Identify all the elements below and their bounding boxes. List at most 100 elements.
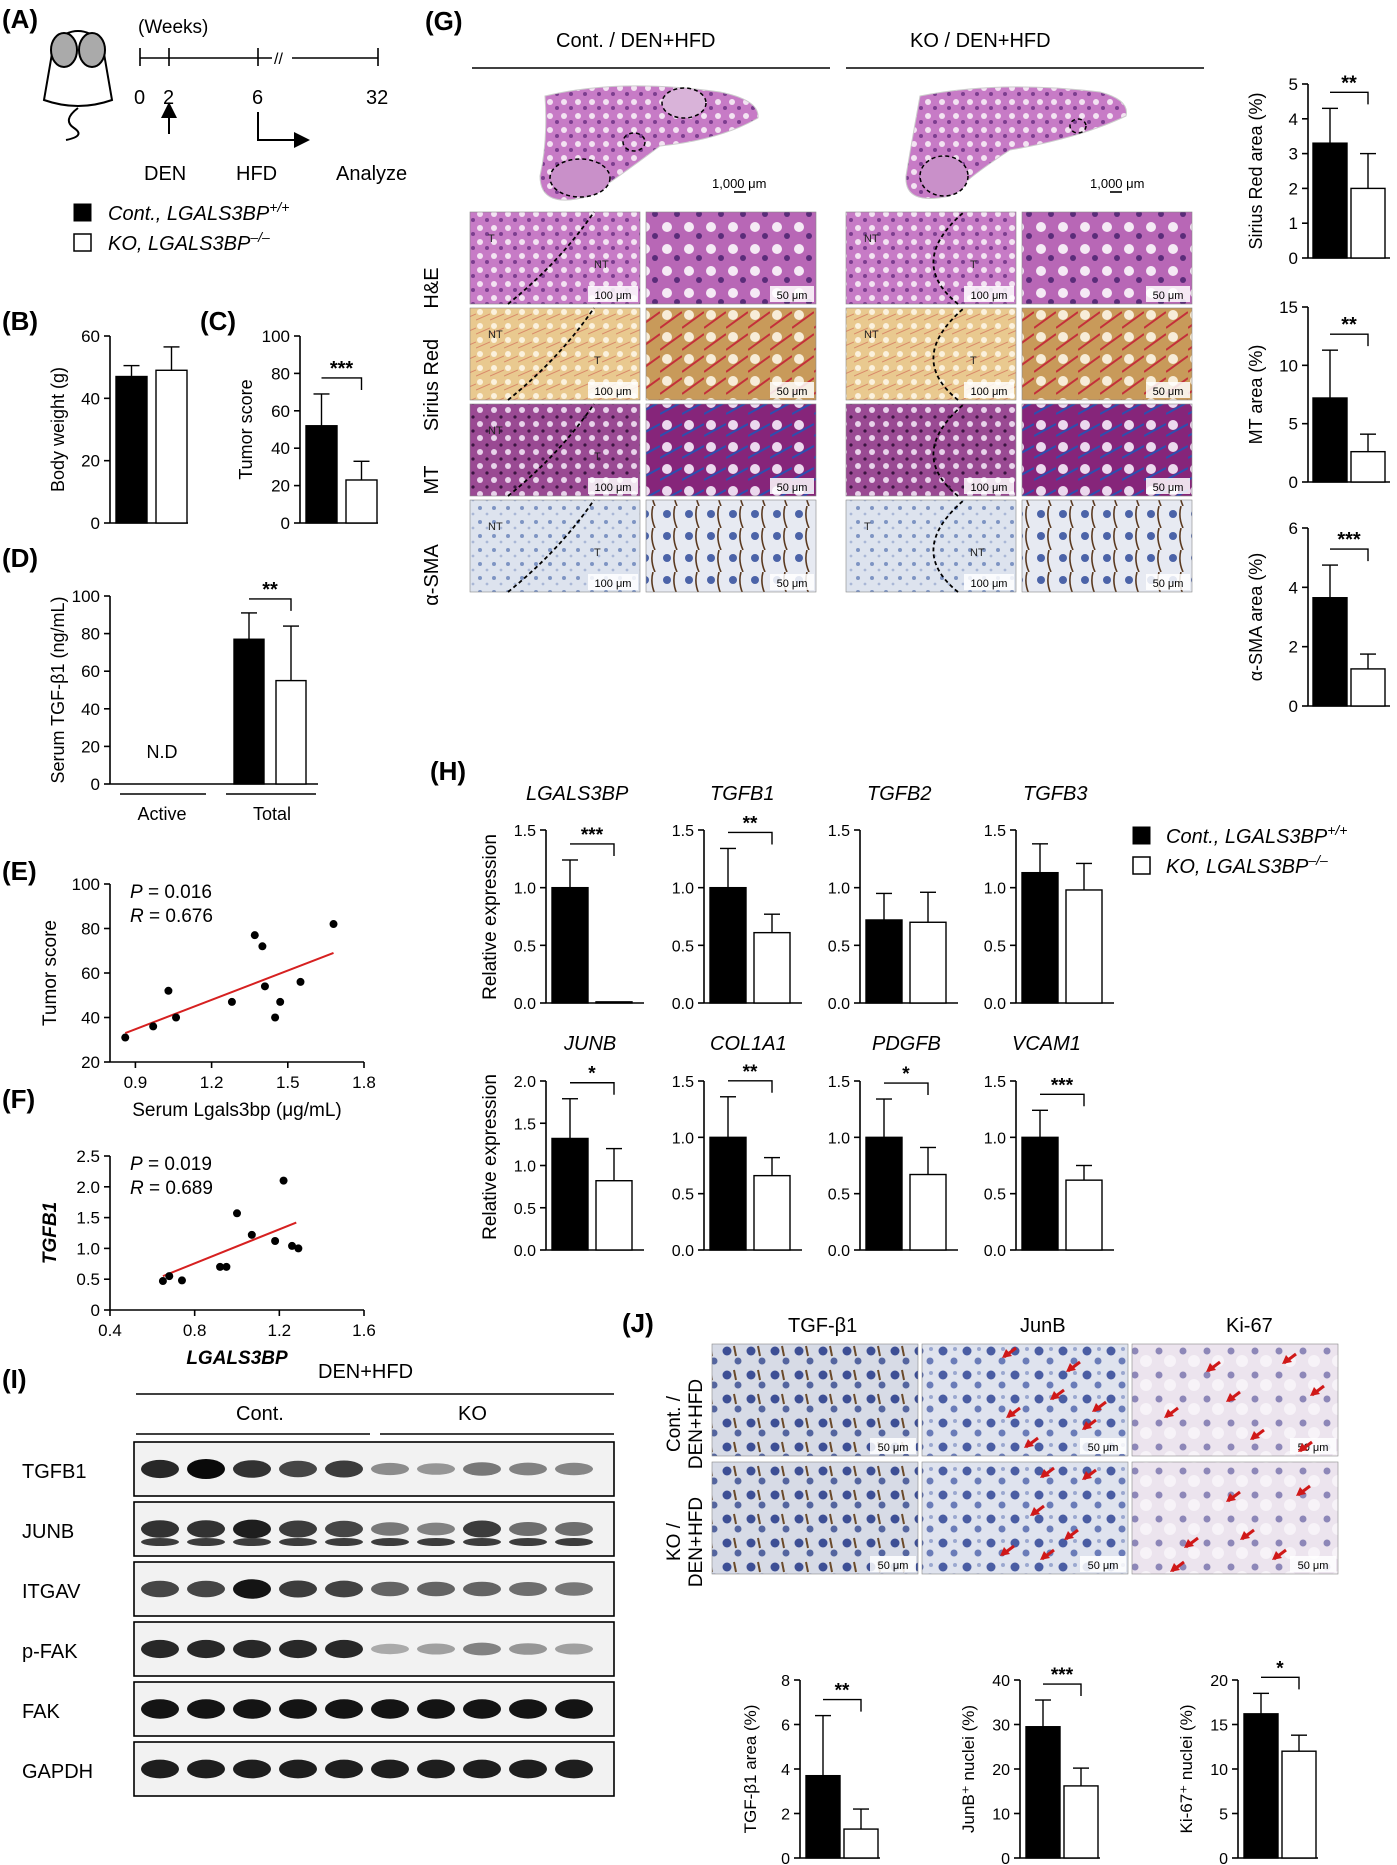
x-tick-label: 1.2: [200, 1073, 224, 1092]
scale-box: [870, 1438, 916, 1454]
x-tick-label: 0.9: [124, 1073, 148, 1092]
y-tick-label: 10: [1279, 356, 1298, 375]
y-tick-label: 0.0: [984, 996, 1006, 1013]
blot-band: [417, 1699, 455, 1719]
y-tick-label: 60: [81, 662, 100, 681]
positive-cell-arrowhead: [1000, 1547, 1010, 1556]
micrograph-mt-ko-zoom: 50 μm: [1021, 403, 1193, 497]
blot-band: [417, 1538, 455, 1546]
y-axis-label: TGFB1: [40, 1202, 61, 1264]
blot-band: [463, 1642, 501, 1656]
scale-label-100: 100 μm: [971, 290, 1008, 302]
y-tick-label: 1.5: [514, 1116, 536, 1133]
significance-bracket: [1040, 1093, 1085, 1107]
blot-band: [233, 1460, 271, 1478]
y-tick-label: 0.0: [828, 1243, 850, 1260]
chart-j2: 0 10 20 30 40 *** JunB⁺ nuclei (%): [959, 1665, 1100, 1865]
y-tick-label: 80: [271, 364, 290, 383]
legend-swatch-ko: [73, 233, 92, 252]
region-label: NT: [488, 425, 503, 437]
significance-bracket: [1043, 1683, 1082, 1697]
y-tick-label: 0.5: [76, 1270, 100, 1289]
significance-label: ***: [1337, 529, 1361, 551]
bar-ko: [1063, 1785, 1099, 1859]
blot-rows: TGFB1 JUNB ITGAV p-FAK FAK GAPDH: [22, 1441, 615, 1797]
y-tick-label: 1.5: [828, 1074, 850, 1091]
blot-band: [233, 1759, 271, 1779]
tumor-boundary: [507, 211, 595, 305]
blot-band: [325, 1639, 363, 1659]
y-tick-label: 15: [1210, 1718, 1228, 1735]
scale-box: [588, 574, 638, 590]
tumor-outline-cont-2: [549, 158, 611, 198]
bar-ko: [1350, 668, 1386, 707]
scale-label-50: 50 μm: [878, 1560, 909, 1572]
scale-label-50: 50 μm: [1298, 1560, 1329, 1572]
y-tick-label: 0.0: [828, 996, 850, 1013]
micrograph-he-ko-zoom: 50 μm: [1021, 211, 1193, 305]
scatter-point: [164, 986, 173, 995]
timeline-unit: (Weeks): [138, 17, 208, 38]
chart-h1: 0.0 0.5 1.0 1.5 ***: [514, 823, 644, 1013]
bar-ko: [595, 1180, 633, 1251]
blot-band: [325, 1699, 363, 1719]
scatter-point: [222, 1262, 231, 1271]
positive-cell-arrowhead: [1064, 1531, 1074, 1540]
micrograph-asma-ko-zoom: 50 μm: [1021, 499, 1193, 593]
blot-band: [463, 1759, 501, 1779]
blot-row-p-fak: p-FAK: [22, 1621, 615, 1677]
blot-band: [509, 1759, 547, 1779]
scale-label-50: 50 μm: [1298, 1442, 1329, 1454]
blot-row-gapdh: GAPDH: [22, 1741, 615, 1797]
micrograph-sirius-cont-low: NT T 100 μm: [469, 307, 641, 401]
bar-ko: [155, 369, 188, 524]
y-axis-label: Ki-67⁺ nuclei (%): [1177, 1705, 1196, 1834]
gene-title-pdgfb: PDGFB: [872, 1033, 941, 1055]
category-label-total: Total: [253, 804, 291, 824]
blot-band: [371, 1522, 409, 1536]
stain-label-sirius: Sirius Red: [421, 339, 443, 431]
panel-g-micrographs: T NT 100 μm 50 μm NT T 100 μm 50 μm NT T 100 μm 50 …: [469, 211, 1193, 593]
bar-ko: [1281, 1750, 1317, 1859]
panel-g-header: Cont. / DEN+HFD KO / DEN+HFD 1,000 μm 1,…: [472, 30, 1204, 201]
y-tick-label: 2.0: [76, 1178, 100, 1197]
significance-bracket: [823, 1698, 862, 1712]
panel-label-c: (C): [200, 306, 236, 336]
chart-g2: 0 5 10 15 ** MT area (%): [1246, 298, 1390, 492]
y-tick-label: 4: [1289, 578, 1298, 597]
positive-cell-arrowhead: [1050, 1391, 1060, 1400]
significance-bracket: [249, 598, 292, 611]
positive-cell-arrowhead: [1226, 1493, 1236, 1502]
chart-j3: 0 5 10 15 20 * Ki-67⁺ nuclei (%): [1177, 1658, 1318, 1865]
stain-label-he: H&E: [421, 267, 443, 308]
blot-band: [555, 1699, 593, 1719]
scatter-point: [165, 1272, 174, 1281]
protein-label: p-FAK: [22, 1641, 78, 1663]
significance-label: ***: [1051, 1075, 1074, 1096]
bar-ko: [753, 931, 791, 1004]
panel-label-e: (E): [2, 856, 37, 886]
blot-band: [417, 1759, 455, 1779]
y-tick-label: 40: [81, 389, 100, 408]
bar-cont: [805, 1774, 841, 1859]
gene-title-tgfb1: TGFB1: [710, 783, 774, 805]
scatter-point: [296, 977, 305, 986]
significance-label: ***: [581, 825, 604, 846]
blot-band: [187, 1699, 225, 1719]
blot-band: [555, 1643, 593, 1655]
blot-band: [325, 1460, 363, 1478]
significance-label: *: [588, 1064, 596, 1085]
y-tick-label: 0: [281, 514, 290, 533]
chart-e: 20 40 60 80 100 0.9 1.2 1.5 1.8 P = 0.016 R = 0.67…: [40, 875, 376, 1121]
stat-p: P = 0.019: [130, 1154, 212, 1175]
scale-label-100: 100 μm: [595, 386, 632, 398]
protein-label: GAPDH: [22, 1761, 93, 1783]
scale-box: [964, 574, 1014, 590]
regression-line: [162, 1221, 297, 1278]
blot-band: [279, 1580, 317, 1598]
scale-box: [1290, 1556, 1336, 1572]
y-tick-label: 0.5: [514, 938, 536, 955]
y-tick-label: 0: [1289, 249, 1298, 268]
blot-band: [509, 1522, 547, 1536]
positive-cell-arrowhead: [1040, 1551, 1050, 1560]
